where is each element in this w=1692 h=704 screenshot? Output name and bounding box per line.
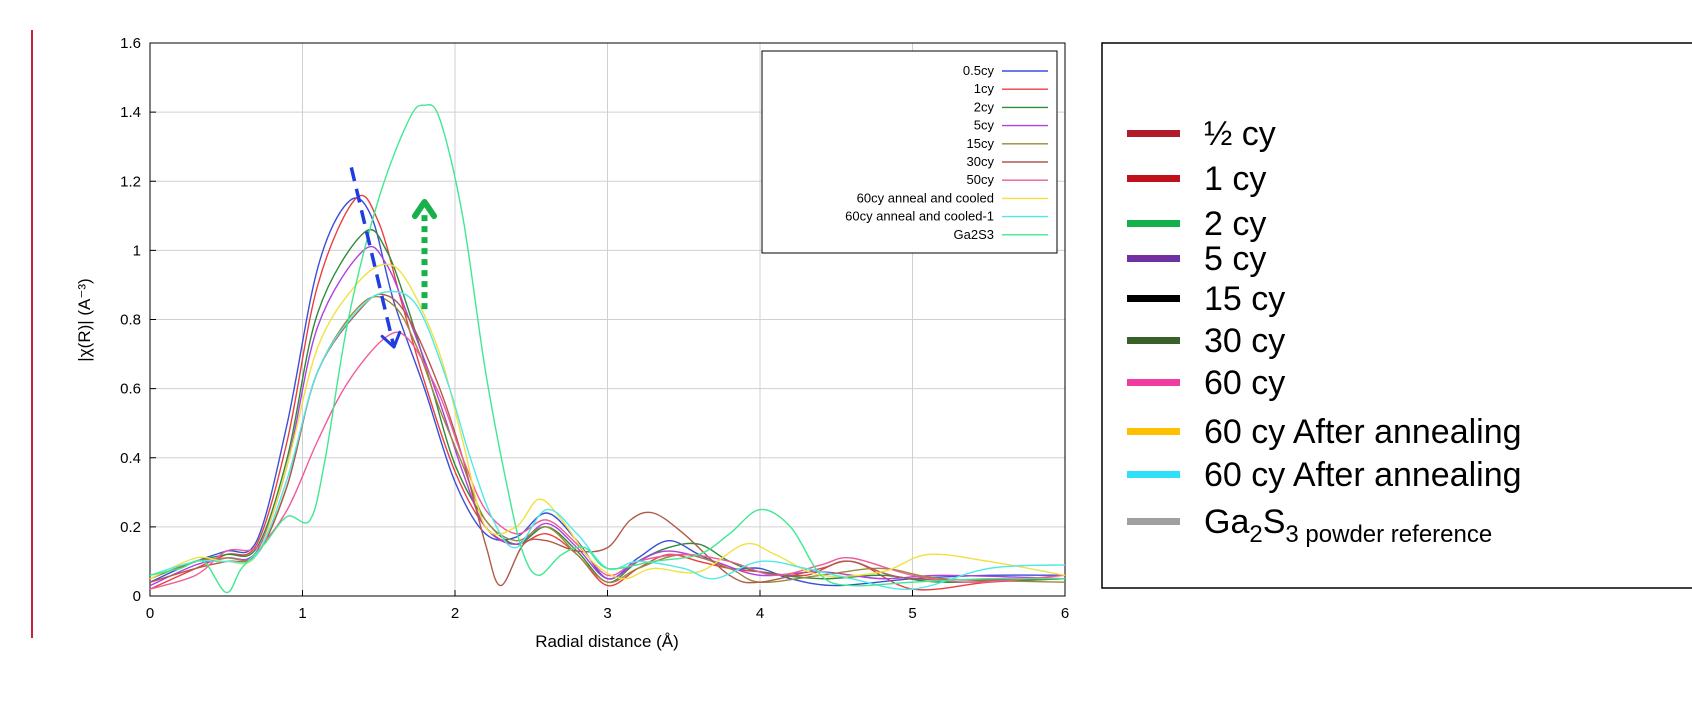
- outer-legend-label: 30 cy: [1204, 322, 1285, 360]
- inner-legend-label: 60cy anneal and cooled: [857, 190, 994, 205]
- outer-legend-label: 15 cy: [1204, 280, 1285, 318]
- y-axis-title: |χ(R)| (A⁻³): [75, 278, 94, 361]
- x-tick-label: 5: [908, 605, 916, 622]
- outer-legend-swatch: [1127, 295, 1180, 302]
- outer-legend-swatch: [1127, 175, 1180, 182]
- y-tick-label: 1: [133, 242, 141, 259]
- inner-legend-label: 1cy: [974, 81, 995, 96]
- x-tick-label: 3: [603, 605, 611, 622]
- y-tick-label: 0: [133, 588, 141, 605]
- inner-legend-label: 30cy: [967, 154, 995, 169]
- trend-arrow-down: [349, 167, 396, 346]
- inner-legend-label: 2cy: [974, 99, 995, 114]
- outer-legend-swatch: [1127, 337, 1180, 344]
- inner-legend-label: 50cy: [967, 172, 995, 187]
- outer-legend-label: 2 cy: [1204, 205, 1266, 243]
- inner-legend-label: Ga2S3: [954, 227, 994, 242]
- x-tick-label: 2: [451, 605, 459, 622]
- inner-legend-box: [761, 50, 1058, 254]
- inner-legend: 0.5cy 1cy 2cy 5cy 15cy 30cy 50cy 60cy anneal an…: [761, 50, 1058, 254]
- outer-legend-box: [1101, 42, 1692, 589]
- series-line-60cy-anneal-and-cooled-1: [149, 290, 1066, 590]
- outer-legend-label: Ga2S3 powder reference: [1204, 503, 1492, 548]
- x-tick-label: 1: [298, 605, 306, 622]
- y-tick-label: 0.8: [120, 312, 141, 329]
- outer-legend-swatch: [1127, 379, 1180, 386]
- inner-legend-label: 5cy: [974, 118, 995, 133]
- x-tick-label: 4: [756, 605, 764, 622]
- y-tick-label: 0.2: [120, 519, 141, 536]
- y-tick-label: 0.4: [120, 450, 141, 467]
- outer-legend-label: 5 cy: [1204, 240, 1266, 278]
- outer-legend-swatch: [1127, 428, 1180, 435]
- series-lines: [149, 104, 1066, 594]
- series-line-50cy: [149, 331, 1066, 590]
- outer-legend-label: ½ cy: [1204, 115, 1276, 153]
- outer-legend-label: 60 cy After annealing: [1204, 413, 1522, 451]
- axis-ticks: 0 1 2 3 4 5 6 0 0.2 0.4 0.6 0.8 1 1.2 1.4 1.6: [120, 35, 1069, 622]
- y-tick-label: 1.6: [120, 35, 141, 52]
- y-tick-label: 0.6: [120, 381, 141, 398]
- x-axis-title: Radial distance (Å): [535, 632, 679, 651]
- y-tick-label: 1.2: [120, 173, 141, 190]
- outer-legend-swatch: [1127, 518, 1180, 525]
- outer-legend-label: 60 cy: [1204, 364, 1285, 402]
- annotations: [349, 167, 438, 349]
- arrowhead: [411, 198, 438, 220]
- outer-legend-swatch: [1127, 220, 1180, 227]
- outer-legend-swatch: [1127, 255, 1180, 262]
- inner-legend-label: 0.5cy: [963, 63, 995, 78]
- inner-legend-label: 60cy anneal and cooled-1: [845, 209, 994, 224]
- inner-legend-label: 15cy: [967, 136, 995, 151]
- series-line-ga2s3: [149, 104, 1066, 594]
- x-tick-label: 0: [146, 605, 154, 622]
- arrowhead: [380, 330, 402, 349]
- x-tick-label: 6: [1061, 605, 1069, 622]
- outer-legend-label: 60 cy After annealing: [1204, 456, 1522, 494]
- outer-legend-label: 1 cy: [1204, 160, 1266, 198]
- outer-legend-swatch: [1127, 130, 1180, 137]
- y-tick-label: 1.4: [120, 104, 141, 121]
- outer-legend-swatch: [1127, 471, 1180, 478]
- series-line-30cy: [149, 293, 1066, 587]
